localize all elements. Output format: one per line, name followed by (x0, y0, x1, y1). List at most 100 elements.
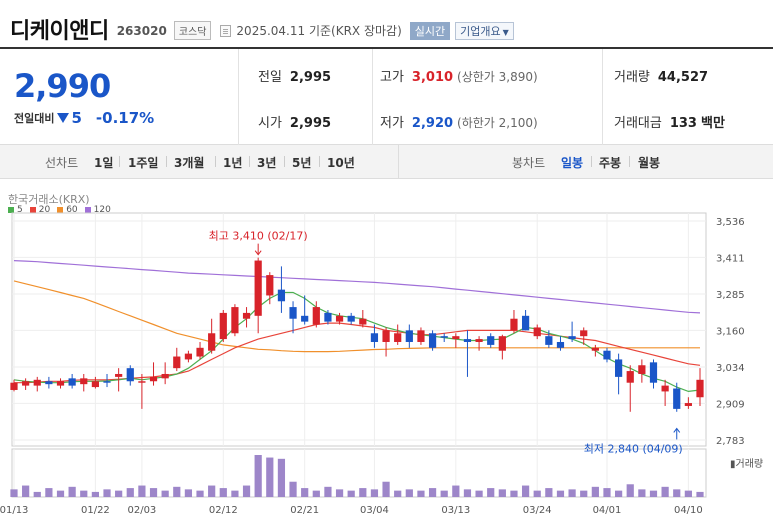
candle-body (80, 378, 88, 385)
candle-body (475, 339, 483, 342)
volume-bar (533, 490, 541, 497)
volume-bar (208, 485, 216, 497)
volume-bar (405, 489, 413, 497)
volume-bar (498, 489, 506, 497)
period-3y[interactable]: 3년 (257, 156, 277, 170)
volume-bar (580, 490, 588, 497)
candle-weekly[interactable]: 주봉 (599, 156, 622, 170)
legend-ma5-swatch (8, 207, 14, 213)
volume: 거래량 44,527 (614, 66, 708, 85)
period-3m[interactable]: 3개월 (174, 156, 205, 170)
divider (602, 49, 603, 145)
period-1y[interactable]: 1년 (223, 156, 243, 170)
volume-bar (475, 490, 483, 497)
candle-body (91, 381, 99, 388)
volume-bar (382, 481, 390, 497)
volume-bar (324, 486, 332, 497)
separator (215, 156, 216, 167)
candle-body (428, 333, 437, 348)
exchange-label: 한국거래소(KRX) (8, 193, 90, 206)
y-tick-label: 3,285 (716, 290, 745, 301)
legend-ma20-swatch (29, 207, 36, 213)
candle-monthly[interactable]: 월봉 (638, 156, 661, 170)
x-tick-label: 04/10 (674, 505, 703, 516)
price-change: 전일대비 5 -0.17% (14, 109, 154, 127)
volume-bar (301, 488, 309, 497)
y-tick-label: 3,034 (716, 363, 745, 374)
candle-body (440, 336, 448, 338)
candle-body (266, 275, 274, 296)
legend-ma5: 5 (8, 205, 23, 215)
volume-bar (440, 490, 448, 497)
candle-body (626, 371, 634, 383)
divider (372, 49, 373, 145)
document-icon[interactable] (220, 24, 232, 37)
period-1w[interactable]: 1주일 (128, 156, 159, 170)
period-5y[interactable]: 5년 (292, 156, 312, 170)
candle-body (161, 373, 169, 379)
volume-bar (394, 490, 402, 497)
volume-bar (568, 489, 576, 497)
volume-bar (289, 481, 297, 497)
chevron-down-icon: ▼ (502, 27, 509, 37)
x-tick-label: 03/04 (360, 505, 389, 516)
volume-value: 44,527 (657, 70, 709, 85)
candle-body (615, 359, 623, 377)
volume-bar (45, 488, 53, 497)
period-1d[interactable]: 1일 (94, 156, 114, 170)
y-tick-label: 2,909 (716, 399, 745, 410)
candle-body (417, 330, 425, 342)
legend-ma60: 60 (57, 205, 78, 215)
candle-body (521, 315, 530, 331)
y-tick-label: 3,411 (716, 253, 745, 264)
base-date: 2025.04.11 기준(KRX 장마감) (236, 24, 402, 38)
realtime-button[interactable]: 실시간 (409, 21, 451, 40)
volume-bar (196, 490, 204, 497)
volume-bar (359, 488, 367, 497)
candle-body (463, 339, 472, 342)
legend-ma5-label: 5 (17, 205, 23, 215)
volume-bar (335, 489, 344, 497)
candle-body (696, 379, 704, 398)
candle-body (556, 341, 565, 348)
low-price: 저가 2,920 (하한가 2,100) (380, 112, 538, 131)
candle-daily[interactable]: 일봉 (561, 156, 584, 170)
volume-bar (277, 458, 286, 497)
separator (249, 156, 250, 167)
company-overview-dropdown[interactable]: 기업개요 ▼ (455, 21, 514, 40)
candle-body (277, 289, 286, 302)
candle-body (603, 350, 611, 360)
lower-limit: (하한가 2,100) (457, 116, 538, 130)
x-tick-label: 02/21 (290, 505, 319, 516)
divider (238, 49, 239, 145)
candle-body (115, 373, 123, 377)
candle-body (103, 381, 111, 383)
candle-body (68, 378, 76, 386)
legend-ma20-label: 20 (38, 205, 51, 215)
candle-body (498, 336, 506, 351)
high-label: 고가 (380, 70, 404, 85)
low-value: 2,920 (411, 116, 454, 131)
period-10y[interactable]: 10년 (327, 156, 355, 170)
volume-bar (463, 489, 472, 497)
volume-bar (149, 488, 158, 497)
candle-body (661, 385, 669, 392)
candle-body (242, 312, 251, 319)
volume-bar (347, 490, 355, 497)
candle-body (568, 336, 576, 340)
volume-bar (556, 490, 565, 497)
candle-body (254, 260, 262, 316)
volume-bar (91, 491, 99, 497)
candle-body (231, 307, 239, 334)
prev-close-value: 2,995 (289, 70, 332, 85)
volume-bar (428, 488, 437, 497)
volume-plot-frame (11, 448, 707, 498)
header-divider (0, 47, 773, 49)
candle-body (510, 318, 518, 331)
x-tick-label: 04/01 (593, 505, 622, 516)
candle-body (184, 353, 193, 360)
ma120-line (13, 260, 701, 314)
candle-body (359, 318, 367, 325)
trade-amount-value: 133 (669, 116, 697, 131)
